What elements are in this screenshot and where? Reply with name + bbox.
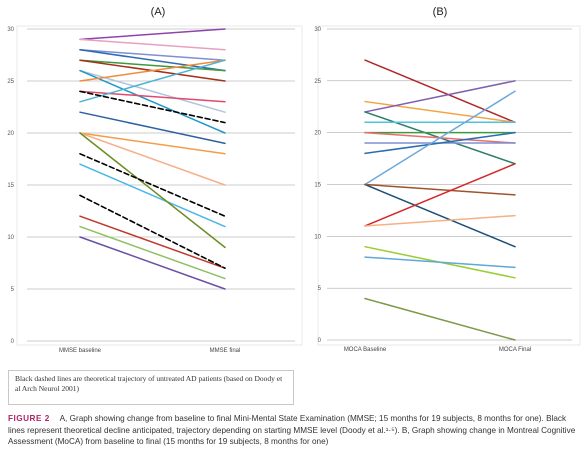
figure-caption: FIGURE 2 A, Graph showing change from ba… [8, 413, 580, 448]
y-tick-label-a: 0 [11, 339, 15, 345]
subject-line-a-18 [79, 236, 226, 290]
subject-line-a-11 [79, 59, 226, 103]
x-tick-label-a: MMSE baseline [59, 348, 102, 354]
subject-line-b-14 [364, 214, 516, 227]
x-tick-label-b: MOCA Baseline [344, 347, 387, 353]
y-tick-label-a: 15 [7, 183, 14, 189]
chart-panel-b: (B) 0 5 10 15 20 25 30 MOCA Baseline MOCA Final [314, 6, 581, 353]
subject-line-a-13 [79, 132, 226, 155]
chart-panel-a: (A) 0 5 10 15 20 25 30 MMSE baseline MMSE final [7, 6, 303, 354]
subject-line-b-10 [364, 90, 516, 186]
subject-line-b-2 [364, 100, 516, 124]
y-tick-label-a: 5 [11, 287, 15, 293]
y-tick-label-a: 30 [7, 27, 14, 33]
note-box: Black dashed lines are theoretical traje… [8, 370, 294, 405]
y-tick-label-b: 20 [314, 131, 321, 137]
subject-line-b-13 [364, 163, 516, 227]
y-tick-label-b: 5 [318, 286, 322, 292]
subject-line-b-16 [364, 256, 516, 269]
subject-line-a-12 [79, 111, 226, 145]
y-tick-label-b: 15 [314, 183, 321, 189]
subject-line-a-8 [79, 69, 226, 134]
plot-frame-b [317, 25, 581, 346]
subject-line-b-9 [364, 131, 516, 155]
subject-line-a-3 [79, 49, 226, 61]
x-tick-label-a: MMSE final [210, 348, 241, 354]
subject-line-b-11 [364, 183, 516, 248]
subject-line-a-2 [79, 38, 226, 51]
theoretical-trajectory-line-a-21 [79, 153, 226, 217]
y-tick-label-b: 10 [314, 234, 321, 240]
subject-line-b-12 [364, 183, 516, 196]
subject-line-a-7 [79, 69, 226, 113]
subject-line-b-3 [364, 80, 516, 113]
y-tick-label-a: 10 [7, 235, 14, 241]
y-tick-label-b: 25 [314, 79, 321, 85]
subject-line-a-10 [79, 90, 226, 103]
subject-line-a-15 [79, 163, 226, 228]
note-text: Black dashed lines are theoretical traje… [15, 374, 283, 393]
panel-title-a: (A) [151, 6, 166, 18]
subject-line-a-1 [79, 28, 226, 41]
caption-text: A, Graph showing change from baseline to… [8, 414, 576, 446]
theoretical-trajectory-line-a-20 [79, 90, 226, 124]
subject-line-a-16 [79, 215, 226, 269]
panel-title-b: (B) [433, 6, 448, 18]
plot-frame-a [16, 25, 303, 346]
theoretical-trajectory-line-a-22 [79, 194, 226, 270]
y-tick-label-a: 25 [7, 79, 14, 85]
subject-line-a-17 [79, 225, 226, 280]
y-tick-label-a: 20 [7, 131, 14, 137]
subject-line-b-17 [364, 297, 516, 341]
y-tick-label-b: 30 [314, 27, 321, 33]
subject-line-a-19 [79, 132, 226, 249]
y-tick-label-b: 0 [318, 338, 322, 344]
caption-label: FIGURE 2 [8, 414, 50, 423]
subject-line-a-5 [79, 59, 226, 72]
subject-line-a-14 [79, 132, 226, 186]
subject-line-b-1 [364, 59, 516, 124]
subject-line-a-4 [79, 49, 226, 72]
x-tick-label-b: MOCA Final [499, 347, 531, 353]
subject-line-a-9 [79, 59, 226, 82]
